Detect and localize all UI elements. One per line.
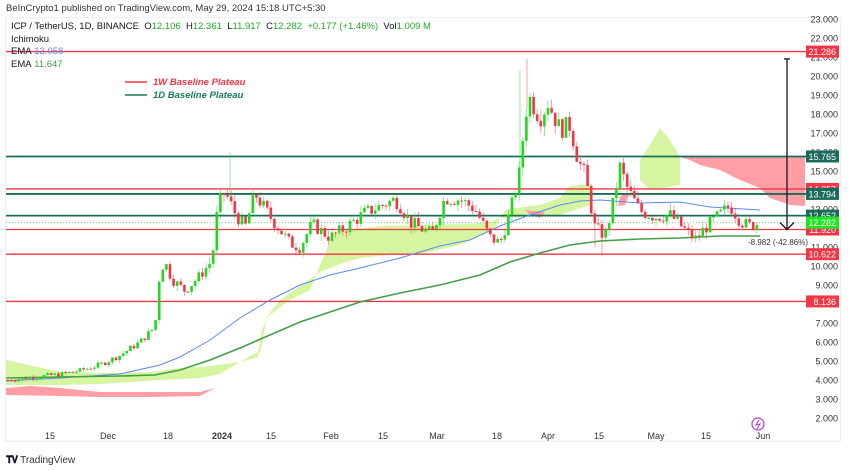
ohlc-row: ICP / TetherUS, 1D, BINANCE O12.106 H12.… — [11, 21, 431, 32]
x-tick: Jun — [756, 431, 771, 441]
svg-text:11.920: 11.920 — [809, 225, 836, 235]
x-tick: Apr — [541, 431, 555, 441]
ichimoku-cloud-bearish — [680, 157, 805, 206]
brand-name: TradingView — [20, 455, 76, 466]
x-tick: 15 — [594, 431, 604, 441]
svg-text:12.282: 12.282 — [808, 218, 836, 228]
volume-value: 1.009 M — [396, 21, 431, 32]
y-tick: 22.000 — [810, 34, 838, 44]
publish-info: BeInCrypto1 published on TradingView.com… — [6, 3, 326, 14]
svg-text:15.765: 15.765 — [808, 152, 836, 162]
y-tick: 9.000 — [815, 281, 838, 291]
annotation-label: 1D Baseline Plateau — [153, 90, 243, 101]
x-tick: 15 — [266, 431, 276, 441]
low-value: 11.917 — [232, 21, 261, 32]
ichimoku-cloud-bullish — [640, 128, 680, 190]
y-tick: 6.000 — [815, 338, 838, 348]
annotation-label: 1W Baseline Plateau — [153, 77, 246, 88]
y-tick: 10.000 — [810, 262, 838, 272]
x-tick: 15 — [378, 431, 388, 441]
y-tick: 18.000 — [810, 110, 838, 120]
close-value: 12.282 — [273, 21, 303, 32]
indicator-ichimoku[interactable]: Ichimoku — [11, 33, 50, 45]
y-tick: 17.000 — [810, 129, 838, 139]
svg-text:13.794: 13.794 — [808, 189, 836, 199]
arrow-down-icon — [779, 222, 795, 231]
indicator-ema-slow[interactable]: EMA 11.647 — [11, 58, 63, 70]
x-tick: 2024 — [212, 431, 232, 441]
y-tick: 11.000 — [811, 243, 838, 253]
y-tick: 5.000 — [815, 357, 838, 367]
price-tag-8.136 — [806, 295, 839, 308]
x-tick: Feb — [323, 431, 339, 441]
chart-legend: ICP / TetherUS, 1D, BINANCE O12.106 H12.… — [11, 21, 431, 71]
ichimoku-cloud-bearish — [6, 386, 215, 397]
tradingview-logo-icon: 𝐓𝐕 — [6, 455, 18, 466]
y-tick: 19.000 — [810, 91, 838, 101]
x-tick: 15 — [701, 431, 711, 441]
change-value: +0.177 (+1.46%) — [307, 21, 379, 32]
price-tag-15.765 — [806, 150, 839, 163]
x-tick: 15 — [45, 431, 55, 441]
y-tick: 7.000 — [815, 319, 838, 329]
ema-slow-line[interactable] — [5, 235, 760, 379]
last-price-tag — [806, 216, 839, 229]
x-tick: May — [647, 431, 665, 441]
footer-brand: 𝐓𝐕 TradingView — [6, 455, 75, 466]
y-tick: 23.000 — [810, 15, 838, 25]
y-tick: 3.000 — [815, 395, 838, 405]
y-tick: 4.000 — [815, 376, 838, 386]
open-value: 12.106 — [151, 21, 181, 32]
lightning-icon[interactable] — [751, 417, 765, 431]
candlesticks[interactable] — [6, 58, 759, 383]
y-tick: 2.000 — [815, 414, 838, 424]
y-tick: 20.000 — [810, 72, 838, 82]
svg-text:12.652: 12.652 — [808, 211, 836, 221]
y-tick: 15.000 — [810, 167, 838, 177]
svg-text:10.622: 10.622 — [808, 250, 836, 260]
high-value: 12.361 — [192, 21, 222, 32]
ichimoku-cloud-bearish — [618, 193, 630, 206]
price-tag-21.286 — [806, 45, 839, 58]
x-tick: Mar — [429, 431, 445, 441]
svg-text:21.286: 21.286 — [808, 47, 836, 57]
price-tag-10.622 — [806, 248, 839, 261]
measure-label: -8.982 (-42.86%) — [748, 238, 808, 247]
price-tag-13.794 — [806, 187, 839, 200]
y-tick: 13.000 — [810, 205, 838, 215]
x-tick: 18 — [163, 431, 173, 441]
svg-text:8.136: 8.136 — [813, 297, 836, 307]
indicator-ema-fast[interactable]: EMA 13.058 — [11, 46, 64, 57]
ichimoku-cloud-bullish — [6, 184, 590, 385]
x-tick: 18 — [492, 431, 502, 441]
symbol-label[interactable]: ICP / TetherUS, 1D, BINANCE — [11, 21, 139, 32]
x-tick: Dec — [100, 431, 117, 441]
